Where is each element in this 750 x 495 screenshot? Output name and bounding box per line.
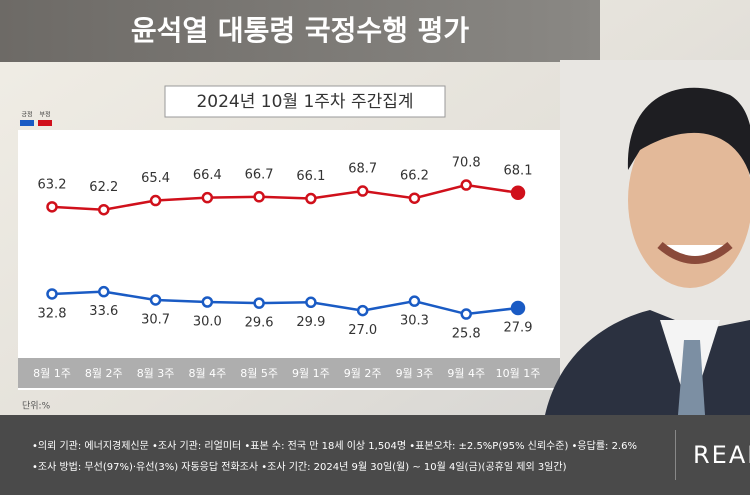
photo-hair [627, 87, 750, 175]
value-label: 30.7 [141, 312, 170, 327]
point [149, 294, 162, 306]
x-tick-label: 9월 3주 [396, 367, 434, 380]
x-tick-label: 8월 5주 [240, 367, 278, 380]
point [510, 300, 526, 316]
logo: REALM [693, 441, 750, 469]
x-tick-label: 8월 4주 [188, 367, 226, 380]
point [356, 185, 369, 197]
x-tick-label: 8월 2주 [85, 367, 123, 380]
legend-swatch [38, 120, 52, 126]
footer-line: •조사 방법: 무선(97%)·유선(3%) 자동응답 전화조사 •조사 기간:… [32, 461, 567, 473]
value-label: 63.2 [38, 177, 67, 192]
subtitle-box [164, 85, 446, 118]
value-label: 68.7 [348, 162, 377, 177]
value-label: 27.9 [504, 321, 533, 336]
photo-face [628, 112, 750, 288]
footer-line: •의뢰 기관: 에너지경제신문 •조사 기관: 리얼미터 •표본 수: 전국 만… [32, 439, 637, 452]
point [510, 185, 526, 201]
legend-label: 부정 [39, 112, 50, 119]
title-band [0, 0, 600, 62]
value-label: 32.8 [38, 306, 67, 321]
x-tick-label: 8월 3주 [137, 367, 175, 380]
point [460, 308, 472, 320]
legend-label: 긍정 [21, 112, 32, 119]
value-label: 68.1 [504, 163, 533, 178]
photo-tie [678, 340, 705, 415]
point [149, 194, 162, 207]
value-label: 66.7 [245, 167, 274, 182]
series-line [51, 290, 519, 316]
x-tick-label: 10월 1주 [496, 367, 541, 380]
value-label: 65.4 [141, 171, 170, 186]
category-band [18, 358, 573, 388]
value-label: 33.6 [89, 304, 118, 319]
point [408, 192, 421, 204]
value-label: 30.0 [193, 315, 222, 330]
value-label: 29.9 [296, 315, 325, 330]
point [98, 203, 110, 216]
photo [545, 60, 750, 415]
x-tick-label: 8월 1주 [33, 367, 71, 380]
photo-smile [657, 241, 733, 264]
point [305, 296, 317, 309]
point [460, 179, 472, 191]
value-label: 62.2 [89, 180, 118, 195]
point [408, 295, 421, 307]
footer-band [0, 415, 750, 495]
value-label: 66.1 [296, 169, 325, 184]
value-label: 66.2 [400, 169, 429, 184]
plot-panel [18, 130, 573, 390]
point [253, 191, 265, 203]
value-label: 70.8 [452, 156, 481, 171]
value-label: 66.4 [193, 168, 222, 183]
point [305, 192, 317, 205]
x-tick-label: 9월 1주 [292, 367, 330, 380]
legend-swatch [20, 120, 34, 126]
value-label: 30.3 [400, 314, 429, 329]
plot: 8월 1주 8월 2주 8월 3주 8월 4주 8월 5주 9월 1주 9월 2주 9월 3주… [20, 112, 541, 380]
unit-label: 단위:% [22, 401, 51, 412]
point [253, 297, 265, 309]
point [201, 191, 214, 204]
point [46, 288, 58, 300]
chart-title: 윤석열 대통령 국정수행 평가 [131, 14, 470, 47]
value-label: 27.0 [348, 323, 377, 338]
x-tick-label: 9월 4주 [447, 367, 485, 380]
footer-divider [675, 430, 676, 480]
point [46, 201, 58, 213]
series-line [51, 183, 519, 211]
point [356, 304, 369, 317]
point [201, 296, 214, 308]
value-label: 25.8 [452, 327, 481, 342]
x-tick-label: 9월 2주 [344, 367, 382, 380]
subtitle: 2024년 10월 1주차 주간집계 [196, 92, 413, 112]
value-label: 29.6 [245, 316, 274, 331]
point [98, 285, 110, 298]
